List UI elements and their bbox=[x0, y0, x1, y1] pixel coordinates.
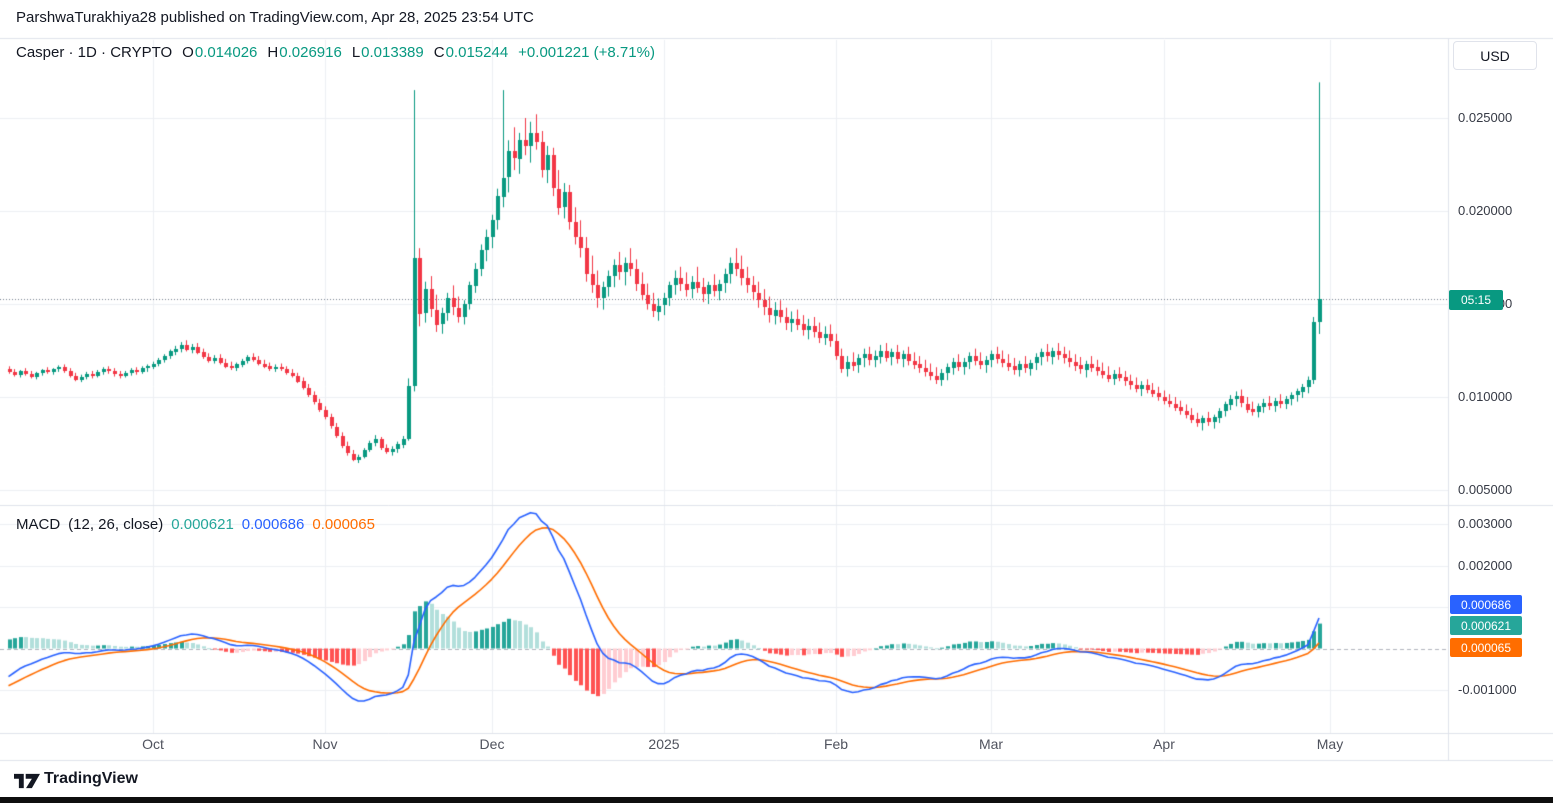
macd-line-value: 0.000686 bbox=[241, 516, 305, 533]
macd-axis-tick: 0.002000 bbox=[1458, 558, 1513, 573]
bottom-bar bbox=[0, 797, 1553, 803]
currency-toggle-button[interactable]: USD bbox=[1453, 41, 1537, 70]
time-axis-label: Dec bbox=[479, 736, 505, 752]
time-axis-label: May bbox=[1316, 736, 1344, 752]
attribution-text: ParshwaTurakhiya28 published on TradingV… bbox=[16, 9, 534, 26]
time-axis-label: 2025 bbox=[648, 736, 680, 752]
tradingview-logo-icon[interactable] bbox=[14, 772, 40, 795]
time-axis-label: Feb bbox=[823, 736, 849, 752]
macd-legend: MACD (12, 26, close) 0.000621 0.000686 0… bbox=[16, 516, 375, 533]
macd-signal-value: 0.000065 bbox=[312, 516, 375, 533]
macd-title[interactable]: MACD bbox=[16, 516, 61, 533]
ohlc-low: L 0.013389 bbox=[351, 44, 424, 61]
macd-histogram-value: 0.000621 bbox=[171, 516, 234, 533]
macd-axis-tick: -0.001000 bbox=[1458, 682, 1517, 697]
symbol-legend: Casper · 1D · CRYPTO O 0.014026 H 0.026916… bbox=[16, 44, 655, 61]
macd-signal-badge: 0.000065 bbox=[1450, 638, 1522, 657]
price-axis-tick: 0.010000 bbox=[1458, 389, 1513, 404]
price-axis-tick: 0.005000 bbox=[1458, 482, 1513, 497]
ohlc-close: C 0.015244 bbox=[433, 44, 509, 61]
time-axis-label: Nov bbox=[312, 736, 338, 752]
macd-histogram-badge: 0.000621 bbox=[1450, 616, 1522, 635]
macd-line-badge: 0.000686 bbox=[1450, 595, 1522, 614]
ohlc-open: O 0.014026 bbox=[182, 44, 258, 61]
macd-params: (12, 26, close) bbox=[68, 516, 164, 533]
time-axis-label: Mar bbox=[978, 736, 1004, 752]
time-axis-label: Oct bbox=[142, 736, 164, 752]
price-axis-tick: 0.020000 bbox=[1458, 203, 1513, 218]
ohlc-high: H 0.026916 bbox=[267, 44, 342, 61]
time-axis-label: Apr bbox=[1153, 736, 1175, 752]
bar-countdown-badge: 05:15 bbox=[1449, 290, 1503, 310]
price-axis-tick: 0.025000 bbox=[1458, 110, 1513, 125]
change-value: +0.001221 (+8.71%) bbox=[518, 44, 655, 61]
tradingview-brand-link[interactable]: TradingView bbox=[44, 770, 138, 787]
symbol-title[interactable]: Casper · 1D · CRYPTO bbox=[16, 44, 173, 61]
macd-axis-tick: 0.003000 bbox=[1458, 516, 1513, 531]
